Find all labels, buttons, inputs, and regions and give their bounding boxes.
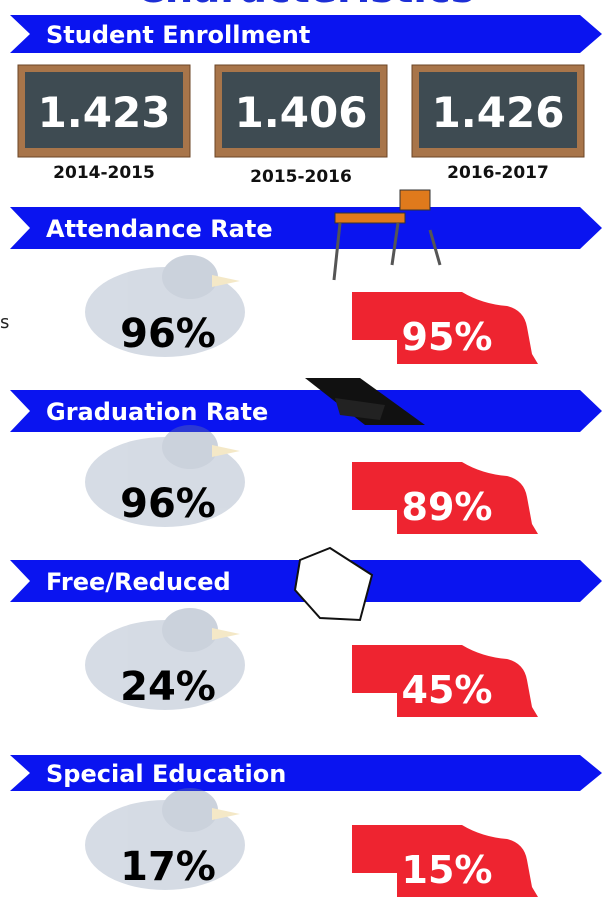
mascot-head: [162, 788, 218, 832]
state-shape: [352, 462, 538, 534]
state-shape: [352, 825, 538, 897]
state-shape: [352, 645, 538, 717]
banner-text: Student Enrollment: [46, 21, 310, 49]
cap-base: [335, 398, 385, 420]
desk-top: [334, 212, 406, 224]
banner: [10, 390, 602, 432]
mascot-body: [85, 267, 245, 357]
mascot-beak: [212, 808, 240, 820]
mascot-head: [162, 425, 218, 469]
enrollment-value: 1.423: [38, 88, 171, 137]
mascot-head: [162, 255, 218, 299]
mascot-beak: [212, 275, 240, 287]
year-label: 2016-2017: [447, 163, 549, 183]
banner-text: Attendance Rate: [46, 215, 273, 243]
state-percent: 15%: [402, 848, 493, 892]
banner: [10, 207, 602, 249]
banner-text: Free/Reduced: [46, 568, 231, 596]
mascot: [85, 255, 245, 357]
enrollment-value: 1.426: [432, 88, 565, 137]
year-label: 2015-2016: [250, 167, 352, 187]
desk-icon: [332, 189, 442, 281]
side-text: s: [0, 312, 9, 333]
mascot: [85, 608, 245, 710]
banner-text: Special Education: [46, 760, 286, 788]
desk-leg: [390, 222, 400, 266]
mascot: [85, 788, 245, 890]
mascot-beak: [212, 628, 240, 640]
school-percent: 96%: [120, 311, 216, 357]
school-percent: 24%: [120, 664, 216, 710]
state-percent: 45%: [402, 668, 493, 712]
school-percent: 17%: [120, 844, 216, 890]
banner: [10, 755, 602, 791]
mascot-body: [85, 437, 245, 527]
state-shape: [352, 292, 538, 364]
banner-text: Graduation Rate: [46, 398, 268, 426]
chair-leg: [428, 229, 442, 266]
enrollment-value: 1.406: [235, 88, 368, 137]
chalkboard: [222, 72, 380, 148]
chalkboard: [419, 72, 577, 148]
desk-leg: [332, 222, 342, 281]
mascot-body: [85, 620, 245, 710]
state-percent: 89%: [402, 485, 493, 529]
mascot-beak: [212, 445, 240, 457]
year-label: 2014-2015: [53, 163, 155, 183]
mascot-body: [85, 800, 245, 890]
school-percent: 96%: [120, 481, 216, 527]
grad-cap: [305, 378, 425, 425]
milk-carton: [293, 546, 374, 622]
chair-back: [399, 189, 431, 211]
mascot-head: [162, 608, 218, 652]
page-title: Characteristics: [135, 0, 474, 12]
banner: [10, 15, 602, 53]
chalkboard: [25, 72, 183, 148]
mascot: [85, 425, 245, 527]
state-percent: 95%: [402, 315, 493, 359]
